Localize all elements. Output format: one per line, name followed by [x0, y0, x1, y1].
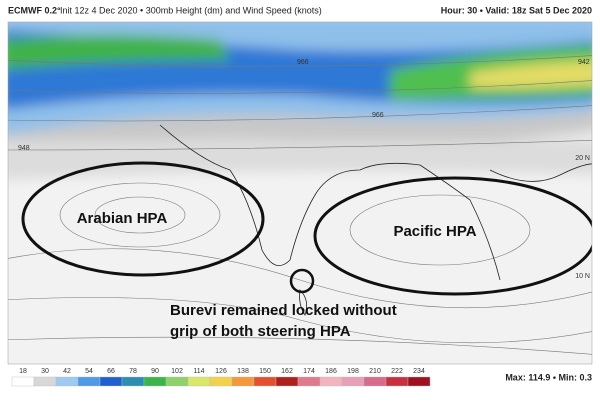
- contour-label: 966: [372, 112, 384, 119]
- colorbar-label: 30: [41, 368, 49, 375]
- colorbar-label: 234: [413, 368, 425, 375]
- color-swatch: [275, 376, 299, 387]
- pacific-hpa-label: Pacific HPA: [393, 223, 476, 240]
- coastline: [489, 163, 592, 182]
- valid-info: Hour: 30 • Valid: 18z Sat 5 Dec 2020: [441, 5, 592, 15]
- colorbar-label: 126: [215, 368, 227, 375]
- colorbar-label: 186: [325, 368, 337, 375]
- streamline: [8, 80, 592, 94]
- streamline: [8, 336, 592, 355]
- coastlines: [159, 124, 592, 316]
- color-swatch: [11, 376, 35, 387]
- stats: Max: 114.9 • Min: 0.3: [505, 372, 592, 382]
- color-swatch: [121, 376, 145, 387]
- color-swatch: [187, 376, 211, 387]
- burevi-note: Burevi remained locked without grip of b…: [170, 302, 397, 340]
- arabian-hpa-label: Arabian HPA: [77, 210, 168, 227]
- colorbar-label: 42: [63, 368, 71, 375]
- colorbar-label: 210: [369, 368, 381, 375]
- streamline: [8, 139, 592, 151]
- init-info: Init 12z 4 Dec 2020 • 300mb Height (dm) …: [60, 5, 322, 15]
- streamline: [8, 55, 592, 67]
- streamline: [94, 196, 186, 234]
- contour-label: 942: [578, 59, 590, 66]
- wind-bands: [8, 22, 592, 180]
- colorbar-label: 66: [107, 368, 115, 375]
- colorbar-label: 222: [391, 368, 403, 375]
- burevi-circle: [289, 268, 315, 294]
- colorbar-label: 162: [281, 368, 293, 375]
- model-name: ECMWF 0.2°: [8, 5, 61, 15]
- streamline: [8, 297, 592, 344]
- lat-label: 20 N: [575, 155, 590, 162]
- streamline: [349, 194, 531, 266]
- color-swatch: [209, 376, 233, 387]
- streamlines: [8, 55, 592, 355]
- lat-label: 10 N: [575, 273, 590, 280]
- colorbar-label: 174: [303, 368, 315, 375]
- streamline: [59, 182, 221, 248]
- color-swatch: [363, 376, 387, 387]
- color-swatch: [231, 376, 255, 387]
- colorbar-label: 102: [171, 368, 183, 375]
- colorbar-label: 18: [19, 368, 27, 375]
- colorbar-label: 78: [129, 368, 137, 375]
- colorbar-label: 54: [85, 368, 93, 375]
- color-swatch: [253, 376, 277, 387]
- contour-label: 948: [18, 145, 30, 152]
- map-area: 948 966 966 942 20 N 10 N Arabian HPA Pa…: [8, 22, 592, 364]
- colorbar-label: 138: [237, 368, 249, 375]
- map-frame: [7, 21, 593, 365]
- color-swatch: [143, 376, 167, 387]
- colorbar-label: 198: [347, 368, 359, 375]
- color-swatch: [77, 376, 101, 387]
- colorbar-label: 150: [259, 368, 271, 375]
- band-green-west: [8, 35, 230, 70]
- color-swatch: [341, 376, 365, 387]
- contour-label: 966: [297, 59, 309, 66]
- color-swatch: [385, 376, 409, 387]
- color-swatch: [33, 376, 57, 387]
- colorbar-label: 90: [151, 368, 159, 375]
- color-swatch: [297, 376, 321, 387]
- colorbar-label: 114: [193, 368, 204, 375]
- color-swatch: [99, 376, 123, 387]
- arabian-hpa-ellipse: [21, 161, 265, 277]
- color-swatch: [55, 376, 79, 387]
- sri-lanka: [299, 289, 308, 316]
- streamline: [8, 248, 592, 309]
- burevi-note-box: Burevi remained locked without grip of b…: [170, 302, 397, 340]
- color-swatch: [319, 376, 343, 387]
- color-swatch: [165, 376, 189, 387]
- coastline: [159, 124, 501, 281]
- colorbar: 18 30 42 54 66 78 90 102 114 126 138 150 162 174 186 19…: [11, 368, 431, 387]
- pacific-hpa-ellipse: [313, 176, 592, 296]
- band-yellow: [470, 60, 592, 89]
- color-swatch: [407, 376, 431, 387]
- band-lightgray: [8, 140, 592, 180]
- streamline: [8, 105, 592, 122]
